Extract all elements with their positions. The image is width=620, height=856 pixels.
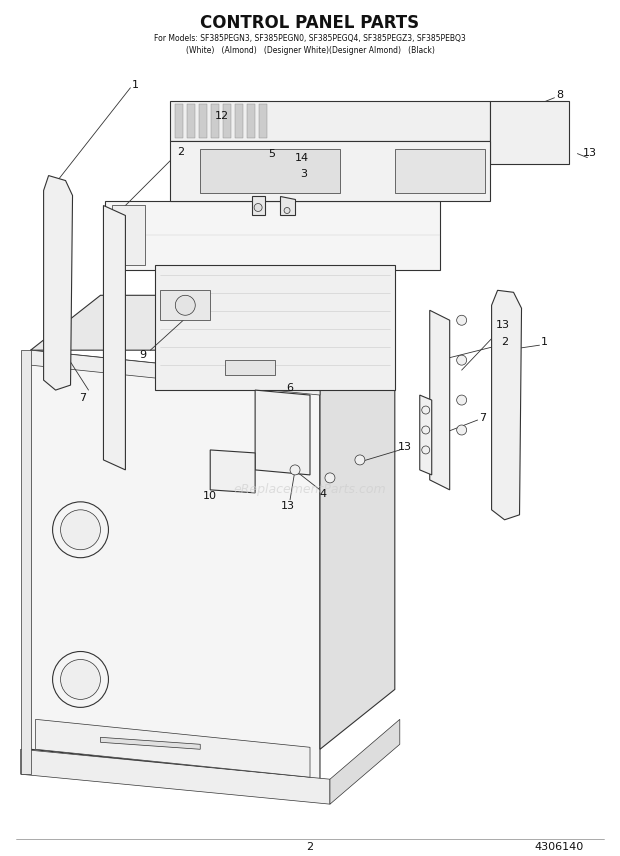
Circle shape (457, 395, 467, 405)
Polygon shape (252, 195, 265, 216)
Text: 13: 13 (582, 147, 596, 158)
Polygon shape (104, 205, 125, 470)
Polygon shape (43, 175, 73, 390)
Polygon shape (211, 104, 219, 138)
Polygon shape (187, 104, 195, 138)
Circle shape (290, 465, 300, 475)
Text: 4306140: 4306140 (535, 842, 584, 852)
Text: 14: 14 (295, 152, 309, 163)
Polygon shape (112, 205, 145, 265)
Text: 2: 2 (177, 146, 184, 157)
Polygon shape (170, 140, 490, 200)
Text: 7: 7 (79, 393, 86, 403)
Circle shape (422, 406, 430, 414)
Polygon shape (156, 265, 395, 390)
Polygon shape (259, 104, 267, 138)
Circle shape (53, 651, 108, 707)
Polygon shape (210, 450, 255, 493)
Text: For Models: SF385PEGN3, SF385PEGN0, SF385PEGQ4, SF385PEGZ3, SF385PEBQ3: For Models: SF385PEGN3, SF385PEGN0, SF38… (154, 34, 466, 44)
Text: 13: 13 (281, 501, 295, 511)
Circle shape (457, 315, 467, 325)
Circle shape (175, 295, 195, 315)
Text: 4: 4 (319, 489, 327, 499)
Text: 1: 1 (132, 80, 139, 90)
Polygon shape (30, 350, 320, 779)
Text: 9: 9 (139, 350, 146, 360)
Circle shape (422, 426, 430, 434)
Circle shape (325, 473, 335, 483)
Circle shape (61, 659, 100, 699)
Text: 2: 2 (306, 842, 314, 852)
Polygon shape (223, 104, 231, 138)
Polygon shape (320, 295, 395, 749)
Polygon shape (280, 195, 295, 216)
Text: 8: 8 (556, 90, 563, 100)
Polygon shape (255, 390, 310, 475)
Text: 1: 1 (541, 337, 548, 348)
Circle shape (284, 207, 290, 213)
Polygon shape (30, 350, 320, 395)
Text: 12: 12 (215, 110, 229, 121)
Text: 2: 2 (501, 337, 508, 348)
Circle shape (457, 355, 467, 366)
Polygon shape (199, 104, 207, 138)
Circle shape (457, 425, 467, 435)
Circle shape (422, 446, 430, 454)
Polygon shape (420, 395, 432, 475)
Text: 5: 5 (268, 149, 275, 158)
Polygon shape (20, 350, 30, 774)
Polygon shape (35, 719, 310, 777)
Polygon shape (100, 737, 200, 749)
Polygon shape (20, 749, 330, 804)
Polygon shape (161, 290, 210, 320)
Polygon shape (330, 719, 400, 804)
Text: eReplacementParts.com: eReplacementParts.com (234, 484, 386, 496)
Polygon shape (105, 200, 440, 270)
Text: 7: 7 (479, 413, 486, 423)
Circle shape (355, 455, 365, 465)
Circle shape (254, 204, 262, 211)
Polygon shape (200, 149, 340, 193)
Polygon shape (430, 310, 450, 490)
Circle shape (61, 510, 100, 550)
Polygon shape (395, 149, 485, 193)
Polygon shape (170, 101, 490, 140)
Text: (White)   (Almond)   (Designer White)(Designer Almond)   (Black): (White) (Almond) (Designer White)(Design… (185, 46, 435, 56)
Text: CONTROL PANEL PARTS: CONTROL PANEL PARTS (200, 14, 420, 32)
Polygon shape (175, 104, 184, 138)
Text: 6: 6 (286, 383, 293, 393)
Polygon shape (490, 101, 569, 163)
Polygon shape (247, 104, 255, 138)
Text: 13: 13 (398, 442, 412, 452)
Circle shape (53, 502, 108, 558)
Text: 3: 3 (300, 169, 307, 179)
Text: 13: 13 (495, 320, 510, 330)
Polygon shape (225, 360, 275, 375)
Polygon shape (492, 290, 521, 520)
Text: 10: 10 (203, 490, 217, 501)
Polygon shape (30, 295, 395, 350)
Polygon shape (235, 104, 243, 138)
